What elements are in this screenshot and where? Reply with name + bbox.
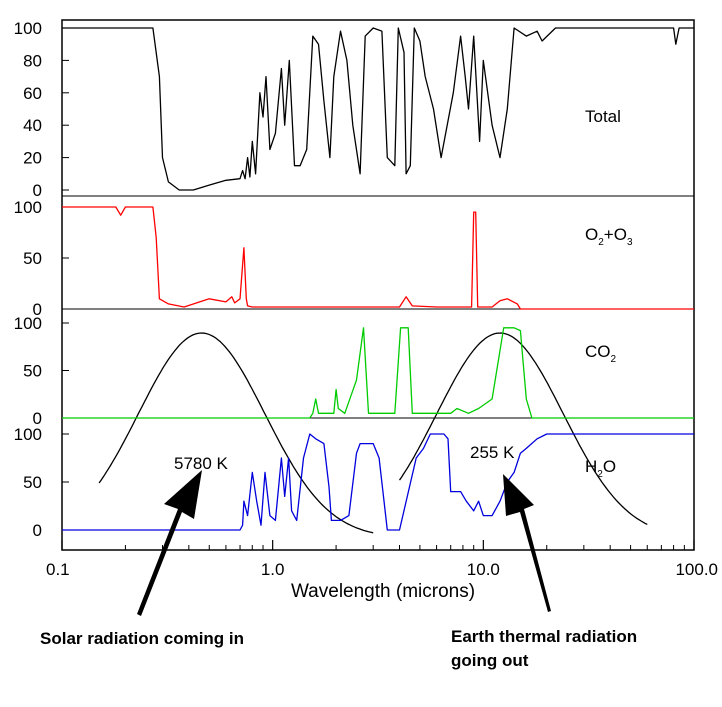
y-tick-label: 50 [23, 473, 42, 492]
plot-border [61, 19, 695, 551]
x-tick-label: 10.0 [467, 560, 500, 579]
earth-note-line2: going out [451, 651, 529, 670]
y-tick-label: 20 [23, 149, 42, 168]
series-line [62, 27, 694, 191]
axis-ticks: 0.1 1.0 10.0 100.00204060801000501000501000… [14, 19, 718, 579]
y-tick-label: 0 [33, 521, 42, 540]
series-line [62, 433, 694, 531]
solar-annotation: 5780 K Solar radiation coming in [40, 454, 244, 648]
y-tick-label: 100 [14, 198, 42, 217]
earth-note-line1: Earth thermal radiation [451, 627, 637, 646]
y-tick-label: 0 [33, 181, 42, 200]
y-tick-label: 40 [23, 116, 42, 135]
y-tick-label: 60 [23, 84, 42, 103]
y-tick-label: 100 [14, 19, 42, 38]
absorption-series [62, 27, 694, 531]
panel-labels: Total O2+O3 CO2 H2O [585, 107, 633, 480]
panel-label: CO2 [585, 342, 617, 365]
y-tick-label: 0 [33, 300, 42, 319]
x-tick-label: 1.0 [261, 560, 285, 579]
y-tick-label: 100 [14, 425, 42, 444]
panel-label: H2O [585, 457, 616, 480]
y-tick-label: 100 [14, 314, 42, 333]
panel-label: O2+O3 [585, 225, 633, 248]
x-tick-label: 0.1 [46, 560, 70, 579]
solar-arrow [137, 470, 202, 616]
earth-annotation: 255 K Earth thermal radiation going out [451, 443, 637, 670]
earth-temp-label: 255 K [470, 443, 515, 462]
x-axis-title: Wavelength (microns) [291, 581, 475, 602]
blackbody-curves [98, 332, 648, 534]
blackbody-curve [398, 332, 648, 525]
y-tick-label: 80 [23, 51, 42, 70]
earth-arrow [503, 474, 551, 612]
solar-temp-label: 5780 K [174, 454, 229, 473]
y-tick-label: 50 [23, 362, 42, 381]
solar-note: Solar radiation coming in [40, 629, 244, 648]
series-line [62, 327, 694, 419]
y-tick-label: 0 [33, 409, 42, 428]
x-tick-label: 100.0 [675, 560, 718, 579]
panel-label: Total [585, 107, 621, 126]
y-tick-label: 50 [23, 249, 42, 268]
blackbody-curve [98, 332, 374, 534]
series-line [62, 206, 694, 310]
